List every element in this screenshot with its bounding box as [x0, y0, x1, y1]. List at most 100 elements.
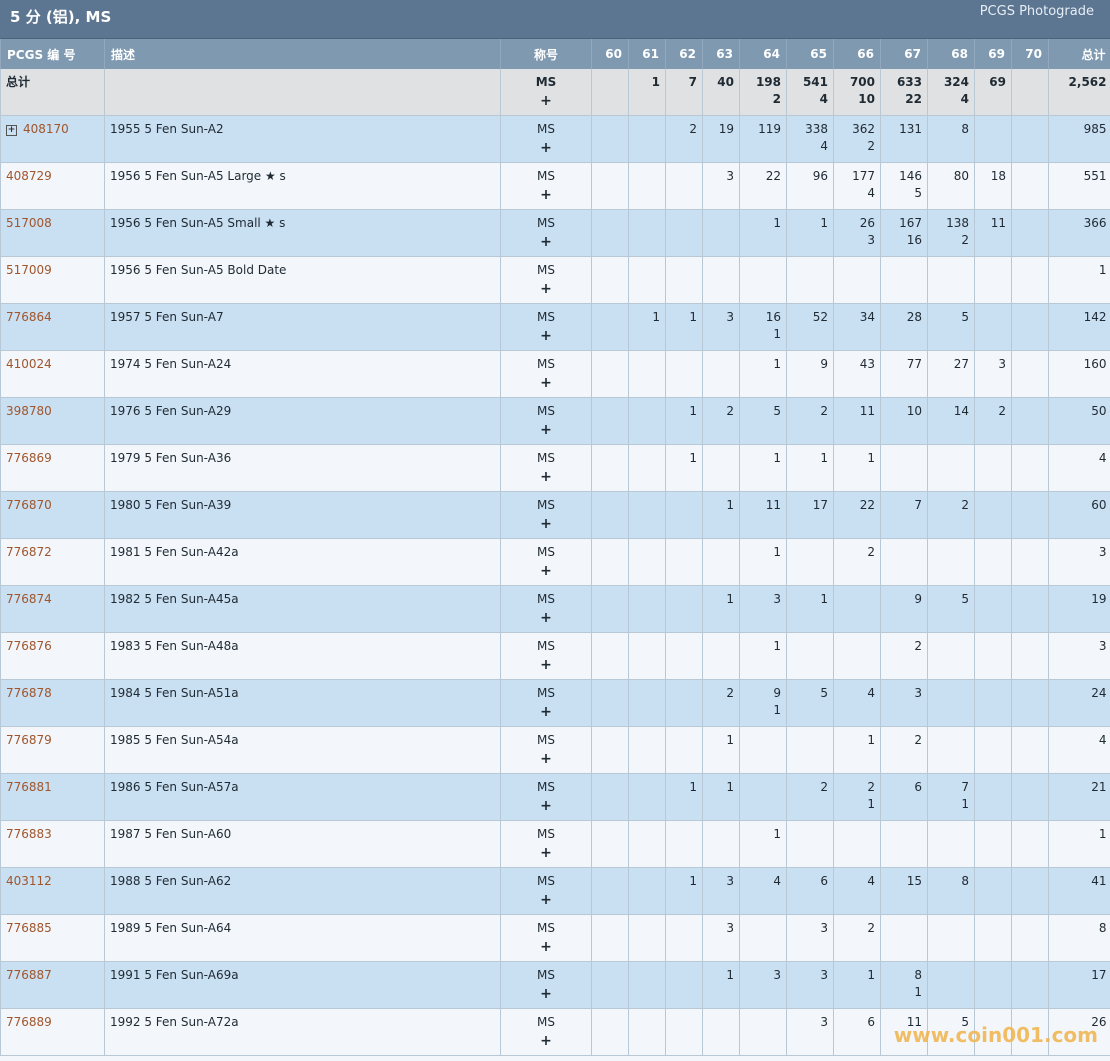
grade-count: 5 [914, 186, 922, 200]
coin-id-link[interactable]: 776870 [6, 498, 52, 512]
description-cell: 1976 5 Fen Sun-A29 [104, 397, 501, 445]
grade-cell [591, 867, 629, 915]
column-header: 67 [880, 39, 928, 69]
grade-cell: 1 [786, 585, 834, 633]
total-row: 总计 MS + 1 7 40 198 2 541 4 700 10 633 22 324 4 69 2,5… [0, 69, 1110, 116]
grade-count: 8 [961, 874, 969, 888]
grade-cell [591, 726, 629, 774]
designation-label: MS [537, 404, 555, 418]
grade-cell: 14 [927, 397, 975, 445]
description-cell: 1987 5 Fen Sun-A60 [104, 820, 501, 868]
coin-id-link[interactable]: 776876 [6, 639, 52, 653]
grade-cell: 11 [833, 397, 881, 445]
grade-cell [591, 115, 629, 163]
grade-cell [974, 679, 1012, 727]
grade-cell [1011, 961, 1049, 1009]
grade-cell [665, 679, 703, 727]
coin-id-cell: 776879 [0, 726, 105, 774]
photograde-link[interactable]: PCGS Photograde [979, 4, 1094, 19]
coin-id-link[interactable]: 776885 [6, 921, 52, 935]
grade-count: 1 [689, 780, 697, 794]
coin-id-link[interactable]: 776864 [6, 310, 52, 324]
grade-cell [1011, 538, 1049, 586]
coin-id-link[interactable]: 408170 [23, 122, 69, 136]
grade-cell: 1 [739, 444, 787, 492]
grade-cell: 2 [974, 397, 1012, 445]
coin-id-link[interactable]: 776879 [6, 733, 52, 747]
grade-count: 15 [906, 874, 922, 888]
coin-id-link[interactable]: 517009 [6, 263, 52, 277]
description-cell: 1956 5 Fen Sun-A5 Large ★ s [104, 162, 501, 210]
grade-cell [974, 491, 1012, 539]
grade-cell [974, 538, 1012, 586]
grade-cell [591, 162, 629, 210]
grade-cell [665, 585, 703, 633]
grade-cell: 6 [833, 1008, 881, 1056]
table-row: 776887 1991 5 Fen Sun-A69a MS +1 3 3 1 8 1 17 [0, 961, 1110, 1009]
description-cell: 1985 5 Fen Sun-A54a [104, 726, 501, 774]
coin-id-link[interactable]: 776883 [6, 827, 52, 841]
grade-count: 9 [914, 592, 922, 606]
designation-label: MS [537, 169, 555, 183]
coin-id-link[interactable]: 517008 [6, 216, 52, 230]
grade-cell [974, 632, 1012, 680]
grade-cell: 1 [702, 773, 740, 821]
grade-count: 2 [772, 92, 781, 106]
grade-cell: 1 [665, 773, 703, 821]
grade-cell: 1 [702, 726, 740, 774]
grade-cell: 3 [702, 303, 740, 351]
coin-id-link[interactable]: 776881 [6, 780, 52, 794]
designation-cell: MS + [500, 491, 592, 539]
designation-cell: MS + [500, 632, 592, 680]
grade-count: 4 [867, 686, 875, 700]
coin-id-link[interactable]: 776889 [6, 1015, 52, 1029]
grade-count: 3 [773, 968, 781, 982]
grade-count: 19 [718, 122, 734, 136]
grade-cell: 11 [739, 491, 787, 539]
coin-id-link[interactable]: 776878 [6, 686, 52, 700]
coin-id-link[interactable]: 410024 [6, 357, 52, 371]
title-bar: 5 分 (铝), MS PCGS Photograde [0, 0, 1110, 39]
grade-cell [628, 209, 666, 257]
grade-count: 4 [773, 874, 781, 888]
column-header: 总计 [1048, 39, 1110, 69]
description-cell: 1992 5 Fen Sun-A72a [104, 1008, 501, 1056]
header-row: PCGS 编 号描述 称号 60 61 62 63 64 65 66 67 68 69 70 总计 [0, 39, 1110, 69]
coin-id-link[interactable]: 776872 [6, 545, 52, 559]
coin-id-link[interactable]: 403112 [6, 874, 52, 888]
grade-count: 1 [726, 498, 734, 512]
total-designation: MS + [500, 69, 592, 116]
designation-cell: MS + [500, 1008, 592, 1056]
grade-cell [1011, 632, 1049, 680]
grade-count: 2 [914, 733, 922, 747]
grade-count: 1 [651, 75, 660, 89]
grade-count: 11 [859, 404, 875, 418]
coin-id-link[interactable]: 776887 [6, 968, 52, 982]
grade-cell: 27 [927, 350, 975, 398]
grade-cell [591, 303, 629, 351]
grade-cell: 2 [833, 538, 881, 586]
designation-cell: MS + [500, 961, 592, 1009]
plus-box-icon[interactable]: + [6, 125, 17, 136]
grade-cell [1011, 162, 1049, 210]
description-cell: 1983 5 Fen Sun-A48a [104, 632, 501, 680]
grade-cell [880, 538, 928, 586]
grade-cell: 18 [974, 162, 1012, 210]
grade-cell: 2 [927, 491, 975, 539]
grade-cell: 1 [786, 444, 834, 492]
coin-id-link[interactable]: 408729 [6, 169, 52, 183]
coin-id-link[interactable]: 776874 [6, 592, 52, 606]
grade-cell: 69 [974, 69, 1012, 116]
grade-cell [628, 115, 666, 163]
grade-cell: 96 [786, 162, 834, 210]
grade-count: 177 [852, 169, 875, 183]
grade-cell: 119 [739, 115, 787, 163]
coin-id-link[interactable]: 398780 [6, 404, 52, 418]
grade-count: 3 [726, 169, 734, 183]
grade-cell: 3 [786, 914, 834, 962]
column-header: 69 [974, 39, 1012, 69]
grade-cell: 2 [786, 397, 834, 445]
grade-count: 1 [726, 968, 734, 982]
row-total: 26 [1048, 1008, 1110, 1056]
coin-id-link[interactable]: 776869 [6, 451, 52, 465]
